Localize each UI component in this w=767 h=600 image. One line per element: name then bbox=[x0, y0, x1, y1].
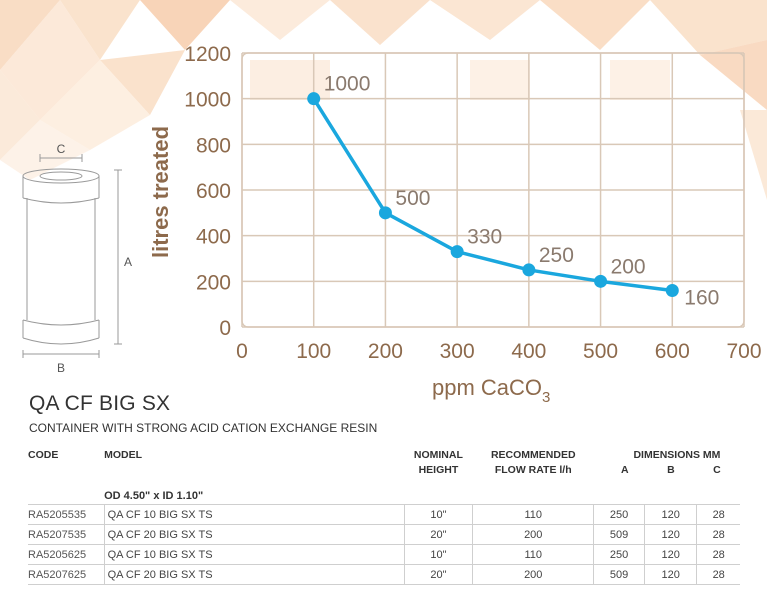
y-tick-label: 1200 bbox=[184, 43, 231, 66]
table-row: RA5207535 QA CF 20 BIG SX TS 20" 200 509… bbox=[28, 524, 740, 545]
data-labels: 1000 500 330 250 200 160 bbox=[324, 73, 720, 310]
cell-dim-a: 509 bbox=[593, 524, 645, 545]
data-point bbox=[307, 92, 321, 106]
cell-dim-a: 250 bbox=[593, 544, 645, 565]
header-dimensions: DIMENSIONS MM A B C bbox=[621, 449, 721, 476]
series-line bbox=[312, 97, 673, 293]
cartridge-diagram: C A B bbox=[22, 142, 132, 375]
header-nominal-height: NOMINAL HEIGHT bbox=[413, 449, 463, 476]
cell-dim-a: 509 bbox=[593, 564, 645, 585]
cell-dim-c: 28 bbox=[696, 564, 740, 585]
cell-dim-c: 28 bbox=[696, 524, 740, 545]
dimension-c-label: C bbox=[57, 142, 66, 156]
y-axis-label: litres treated bbox=[148, 126, 173, 258]
data-label: 250 bbox=[539, 244, 574, 267]
line-chart: 0 200 400 600 800 1000 1200 0 100 200 300 400 500 60… bbox=[148, 43, 762, 406]
data-point bbox=[522, 263, 536, 277]
y-tick-label: 600 bbox=[196, 180, 231, 203]
header-flow-rate: RECOMMENDED FLOW RATE l/h bbox=[490, 449, 576, 476]
data-label: 1000 bbox=[324, 73, 371, 96]
cell-model: QA CF 20 BIG SX TS bbox=[103, 564, 405, 585]
header-model: MODEL bbox=[104, 449, 143, 461]
data-point bbox=[450, 245, 464, 259]
y-axis-ticks: 0 200 400 600 800 1000 1200 bbox=[184, 43, 231, 340]
cell-flow: 200 bbox=[472, 564, 594, 585]
data-points bbox=[307, 92, 679, 297]
cell-flow: 110 bbox=[472, 544, 594, 565]
data-point bbox=[378, 206, 392, 220]
y-tick-label: 0 bbox=[219, 317, 231, 340]
cell-dim-a: 250 bbox=[593, 504, 645, 525]
model-group-label: OD 4.50" x ID 1.10" bbox=[104, 490, 204, 502]
x-tick-label: 0 bbox=[236, 340, 248, 363]
cell-height: 20" bbox=[403, 524, 473, 545]
header-dim-c: C bbox=[713, 464, 721, 476]
product-subtitle: CONTAINER WITH STRONG ACID CATION EXCHAN… bbox=[29, 421, 378, 435]
data-label: 160 bbox=[684, 286, 719, 309]
header-dim-b: B bbox=[667, 464, 675, 476]
chart-grid bbox=[241, 52, 745, 328]
data-point bbox=[594, 274, 608, 288]
cell-model: QA CF 10 BIG SX TS bbox=[103, 544, 405, 565]
cell-dim-b: 120 bbox=[643, 564, 697, 585]
cell-flow: 200 bbox=[472, 524, 594, 545]
x-tick-label: 500 bbox=[583, 340, 618, 363]
x-tick-label: 100 bbox=[296, 340, 331, 363]
cell-dim-c: 28 bbox=[696, 544, 740, 565]
cell-code: RA5207535 bbox=[28, 524, 105, 545]
x-tick-label: 700 bbox=[726, 340, 761, 363]
data-label: 330 bbox=[467, 226, 502, 249]
header-dim-a: A bbox=[621, 464, 629, 476]
x-axis-label: ppm CaCO3 bbox=[432, 375, 550, 406]
dimension-b-label: B bbox=[57, 361, 65, 375]
table-row: RA5205535 QA CF 10 BIG SX TS 10" 110 250… bbox=[28, 504, 740, 525]
y-tick-label: 800 bbox=[196, 134, 231, 157]
y-tick-label: 200 bbox=[196, 271, 231, 294]
cell-height: 10" bbox=[403, 544, 473, 565]
data-label: 200 bbox=[611, 255, 646, 278]
x-tick-label: 200 bbox=[368, 340, 403, 363]
cell-model: QA CF 10 BIG SX TS bbox=[103, 504, 405, 525]
y-tick-label: 1000 bbox=[184, 89, 231, 112]
y-tick-label: 400 bbox=[196, 226, 231, 249]
cell-code: RA5207625 bbox=[28, 564, 105, 585]
x-tick-label: 300 bbox=[440, 340, 475, 363]
table-row: RA5205625 QA CF 10 BIG SX TS 10" 110 250… bbox=[28, 544, 740, 565]
cell-height: 10" bbox=[403, 504, 473, 525]
cell-flow: 110 bbox=[472, 504, 594, 525]
x-tick-label: 400 bbox=[511, 340, 546, 363]
table-header-row: CODE MODEL NOMINAL HEIGHT RECOMMENDED FLOW… bbox=[28, 446, 740, 480]
cell-dim-b: 120 bbox=[643, 504, 697, 525]
cell-code: RA5205625 bbox=[28, 544, 105, 565]
cell-dim-c: 28 bbox=[696, 504, 740, 525]
model-group-row: OD 4.50" x ID 1.10" bbox=[28, 480, 740, 505]
dimension-a-label: A bbox=[124, 255, 132, 269]
cell-height: 20" bbox=[403, 564, 473, 585]
cell-dim-b: 120 bbox=[643, 544, 697, 565]
cell-dim-b: 120 bbox=[643, 524, 697, 545]
header-code: CODE bbox=[28, 449, 59, 461]
cell-code: RA5205535 bbox=[28, 504, 105, 525]
plot-frame bbox=[241, 52, 745, 328]
product-title: QA CF BIG SX bbox=[29, 392, 171, 415]
spec-table: CODE MODEL NOMINAL HEIGHT RECOMMENDED FLOW… bbox=[28, 446, 740, 585]
data-point bbox=[665, 283, 679, 297]
x-tick-label: 600 bbox=[655, 340, 690, 363]
cell-model: QA CF 20 BIG SX TS bbox=[103, 524, 405, 545]
table-row: RA5207625 QA CF 20 BIG SX TS 20" 200 509… bbox=[28, 564, 740, 585]
x-axis-ticks: 0 100 200 300 400 500 600 700 bbox=[236, 340, 761, 363]
data-label: 500 bbox=[395, 187, 430, 210]
